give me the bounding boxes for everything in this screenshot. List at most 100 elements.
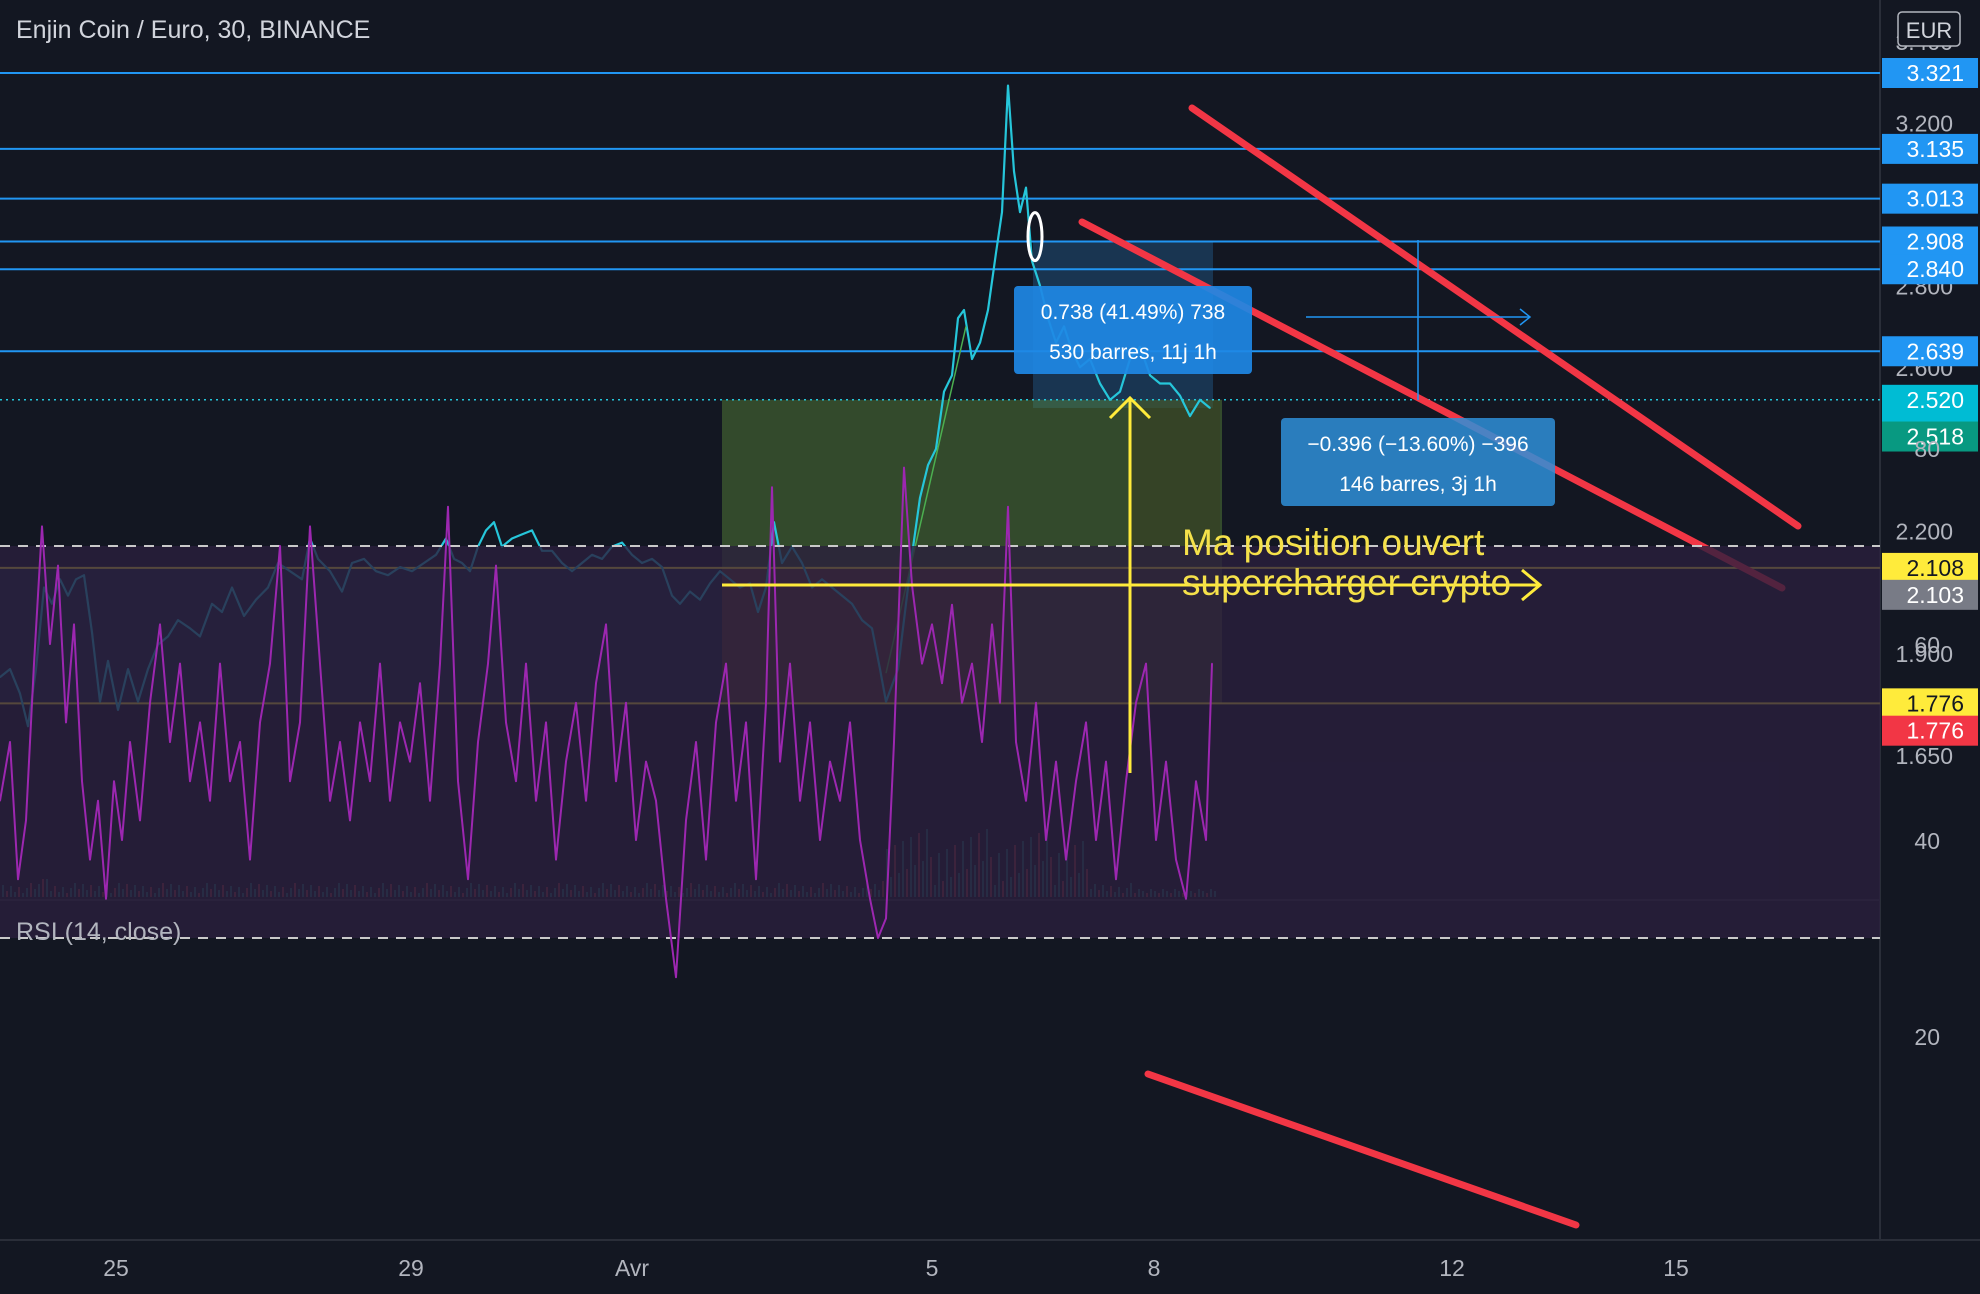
price-point xyxy=(531,529,533,532)
rsi-point xyxy=(0,800,1,802)
price-point xyxy=(1189,415,1191,417)
level-badge-1.776-bg xyxy=(1882,688,1978,719)
rsi-point xyxy=(799,800,801,802)
rsi-point xyxy=(113,780,115,782)
price-point xyxy=(621,541,623,544)
price-tick-label: 3.200 xyxy=(1895,110,1953,136)
rsi-point xyxy=(409,760,411,763)
level-badge-3.321-bg xyxy=(1882,58,1978,88)
rsi-point xyxy=(1155,839,1157,841)
rsi-point xyxy=(17,878,19,880)
trendline-rsi[interactable] xyxy=(1144,1070,1580,1229)
rsi-point xyxy=(81,780,83,782)
rsi-point xyxy=(487,662,489,665)
price-badge-2.103-bg xyxy=(1882,579,1978,610)
rsi-point xyxy=(1175,858,1177,861)
rsi-tick-label: 20 xyxy=(1914,1024,1940,1050)
price-badge-low: 1.776 xyxy=(1906,718,1964,744)
price-point xyxy=(919,496,921,499)
rsi-point xyxy=(339,741,341,743)
rsi-point xyxy=(675,976,677,978)
price-badge-low-bg xyxy=(1882,715,1978,746)
level-badge-2.840-bg xyxy=(1882,254,1978,285)
currency-box[interactable] xyxy=(1897,11,1961,47)
rsi-point xyxy=(369,780,371,782)
time-axis[interactable]: 25 29 Avr 5 8 12 15 xyxy=(103,1255,1689,1281)
price-badge-2.518-bg xyxy=(1882,421,1978,452)
rsi-point xyxy=(97,800,99,802)
rsi-point xyxy=(1105,760,1107,763)
rsi-point xyxy=(329,800,331,802)
price-point xyxy=(1179,394,1181,397)
rsi-point xyxy=(299,721,301,724)
price-tick-label: 1.900 xyxy=(1895,641,1953,667)
rsi-point xyxy=(999,702,1001,704)
rsi-point xyxy=(961,702,963,704)
rsi-point xyxy=(705,858,707,861)
rsi-point xyxy=(139,819,141,822)
rsi-point xyxy=(1211,662,1213,665)
rsi-point xyxy=(665,898,667,900)
price-tick-label: 2.200 xyxy=(1895,518,1953,544)
rsi-point xyxy=(189,780,191,782)
rsi-point xyxy=(169,741,171,743)
rsi-point xyxy=(1185,898,1187,900)
rsi-point xyxy=(1135,702,1137,704)
rsi-point xyxy=(457,780,459,782)
price-point xyxy=(1159,382,1161,385)
level-badge-2.908: 2.908 xyxy=(1906,229,1964,255)
rsi-point xyxy=(1145,662,1147,665)
price-point xyxy=(511,537,513,540)
rsi-tick-label: 60 xyxy=(1914,632,1940,658)
rsi-point xyxy=(447,506,449,508)
rsi-point xyxy=(1085,721,1087,724)
time-tick-label: 25 xyxy=(103,1255,129,1281)
rsi-point xyxy=(655,800,657,802)
price-point xyxy=(1025,186,1027,189)
price-tick-label: 1.650 xyxy=(1895,743,1953,769)
measure-down-box xyxy=(1281,418,1555,506)
rsi-point xyxy=(9,741,11,743)
rsi-point xyxy=(735,800,737,802)
rsi-point xyxy=(1115,878,1117,880)
price-point xyxy=(1013,170,1015,173)
rsi-point xyxy=(1075,780,1077,782)
level-badge-3.135: 3.135 xyxy=(1906,136,1964,162)
rsi-pane xyxy=(0,466,1880,979)
trendline-lower[interactable] xyxy=(1078,218,1786,592)
rsi-point xyxy=(219,662,221,665)
time-tick-label: 29 xyxy=(398,1255,424,1281)
rsi-point xyxy=(179,662,181,665)
rsi-point xyxy=(921,662,923,665)
rsi-point xyxy=(585,800,587,802)
rsi-point xyxy=(951,604,953,606)
price-point xyxy=(971,358,973,360)
rsi-point xyxy=(645,760,647,763)
time-tick-label: 12 xyxy=(1439,1255,1465,1281)
rsi-point xyxy=(1165,760,1167,763)
rsi-point xyxy=(209,800,211,802)
rsi-point xyxy=(89,858,91,861)
price-point xyxy=(1199,399,1201,401)
level-badge-2.108-bg xyxy=(1882,552,1978,583)
price-badge-2.103: 2.103 xyxy=(1906,582,1964,608)
rsi-point xyxy=(495,564,497,567)
rsi-point xyxy=(121,839,123,841)
time-tick-label: 8 xyxy=(1148,1255,1161,1281)
annotation-line2: supercharger crypto xyxy=(1182,562,1511,603)
rsi-point xyxy=(635,839,637,841)
rsi-tick-label: 40 xyxy=(1914,828,1940,854)
rsi-point xyxy=(789,662,791,665)
price-axis[interactable]: 3.6003.4003.2002.8002.6002.2001.9001.650… xyxy=(1882,0,1978,1050)
yellow-right-arrowhead xyxy=(1521,568,1543,602)
rsi-point xyxy=(535,800,537,802)
rsi-point xyxy=(249,858,251,861)
rsi-point xyxy=(839,800,841,802)
rsi-point xyxy=(991,623,993,626)
price-point xyxy=(1109,399,1111,401)
level-badge-1.776: 1.776 xyxy=(1906,690,1964,716)
price-point xyxy=(485,529,487,532)
rsi-point xyxy=(1015,741,1017,743)
rsi-point xyxy=(467,878,469,880)
